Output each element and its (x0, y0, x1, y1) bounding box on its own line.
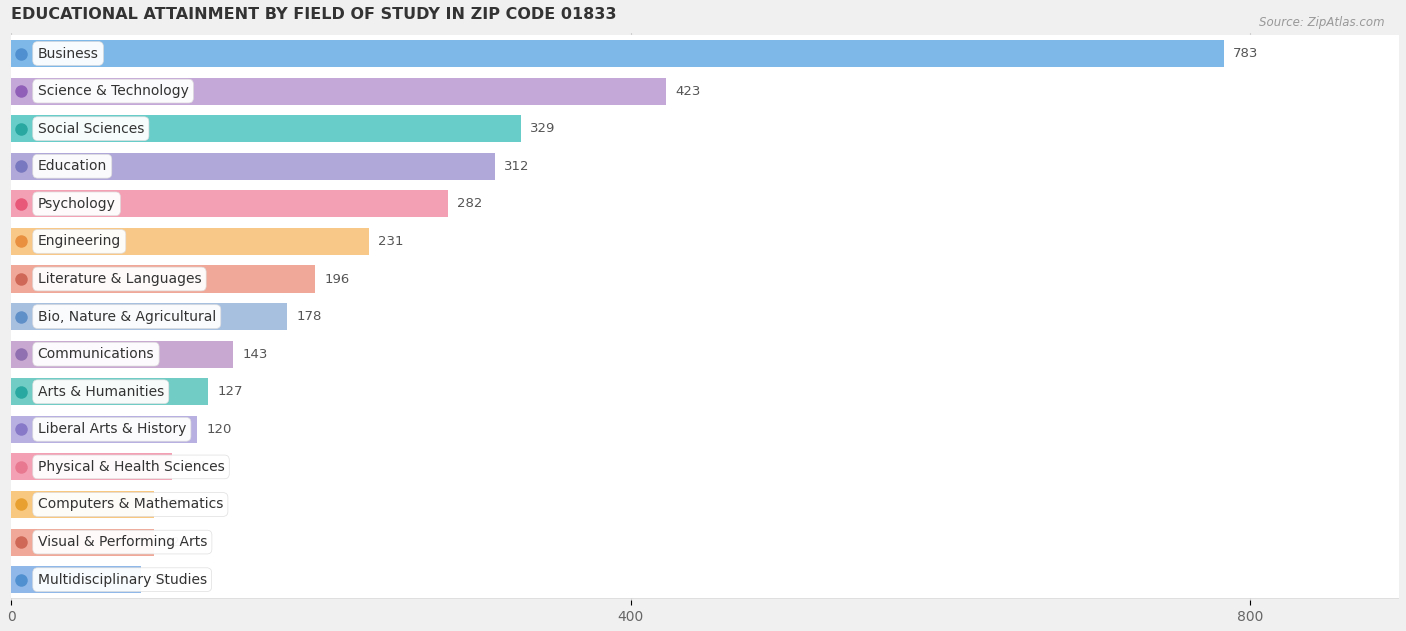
Text: 143: 143 (242, 348, 267, 361)
Text: Computers & Mathematics: Computers & Mathematics (38, 497, 224, 512)
Text: Education: Education (38, 159, 107, 174)
Bar (11, 486, 1406, 523)
Text: 120: 120 (207, 423, 232, 436)
Text: 84: 84 (150, 573, 167, 586)
Bar (11, 40, 1225, 67)
Bar (11, 341, 233, 368)
Bar (11, 191, 449, 217)
Text: Visual & Performing Arts: Visual & Performing Arts (38, 535, 207, 549)
Text: 282: 282 (457, 198, 482, 210)
Bar (11, 416, 197, 443)
Text: Engineering: Engineering (38, 235, 121, 249)
Text: 104: 104 (181, 461, 207, 473)
Text: Multidisciplinary Studies: Multidisciplinary Studies (38, 573, 207, 587)
Bar (11, 110, 1406, 148)
Bar (11, 491, 153, 518)
Text: Communications: Communications (38, 347, 155, 361)
Text: 178: 178 (297, 310, 322, 323)
Text: Psychology: Psychology (38, 197, 115, 211)
Text: 783: 783 (1233, 47, 1258, 60)
Bar (11, 561, 1406, 598)
Bar (11, 73, 1406, 110)
Bar (11, 566, 142, 593)
Text: Arts & Humanities: Arts & Humanities (38, 385, 165, 399)
Bar (11, 373, 1406, 411)
Bar (11, 223, 1406, 260)
Bar (11, 35, 1406, 73)
Text: 423: 423 (676, 85, 702, 98)
Bar (11, 523, 1406, 561)
Bar (11, 185, 1406, 223)
Bar (11, 411, 1406, 448)
Bar (11, 335, 1406, 373)
Text: Source: ZipAtlas.com: Source: ZipAtlas.com (1260, 16, 1385, 29)
Text: 127: 127 (218, 386, 243, 398)
Bar (11, 303, 287, 330)
Text: Physical & Health Sciences: Physical & Health Sciences (38, 460, 225, 474)
Text: 231: 231 (378, 235, 404, 248)
Bar (11, 78, 666, 105)
Bar (11, 153, 495, 180)
Bar (11, 378, 208, 405)
Bar (11, 266, 315, 293)
Text: 92: 92 (163, 536, 180, 548)
Text: 196: 196 (325, 273, 350, 285)
Bar (11, 529, 153, 556)
Bar (11, 115, 520, 142)
Text: Liberal Arts & History: Liberal Arts & History (38, 422, 186, 436)
Text: Literature & Languages: Literature & Languages (38, 272, 201, 286)
Text: Business: Business (38, 47, 98, 61)
Text: Social Sciences: Social Sciences (38, 122, 143, 136)
Bar (11, 298, 1406, 335)
Text: Science & Technology: Science & Technology (38, 84, 188, 98)
Bar (11, 454, 173, 480)
Bar (11, 148, 1406, 185)
Text: 92: 92 (163, 498, 180, 511)
Text: 329: 329 (530, 122, 555, 135)
Text: 312: 312 (503, 160, 529, 173)
Text: Bio, Nature & Agricultural: Bio, Nature & Agricultural (38, 310, 217, 324)
Text: EDUCATIONAL ATTAINMENT BY FIELD OF STUDY IN ZIP CODE 01833: EDUCATIONAL ATTAINMENT BY FIELD OF STUDY… (11, 7, 617, 22)
Bar (11, 448, 1406, 486)
Bar (11, 228, 370, 255)
Bar (11, 260, 1406, 298)
